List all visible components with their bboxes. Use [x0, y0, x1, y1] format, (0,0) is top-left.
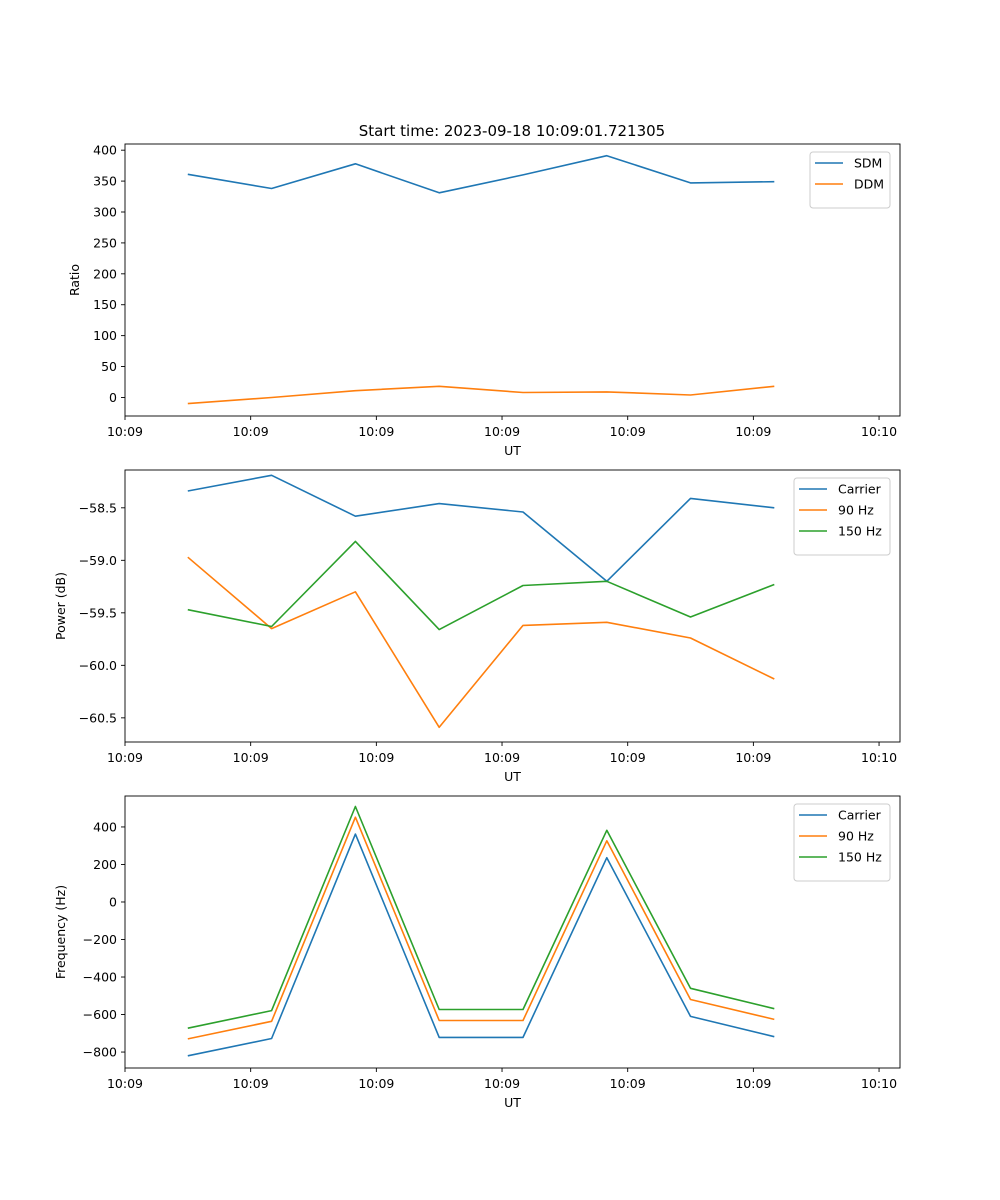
plot-area: [124, 143, 901, 417]
series-line-90-hz: [187, 816, 775, 1040]
y-tick-label: 200: [93, 857, 117, 872]
series-line-sdm: [187, 154, 775, 194]
x-tick-label: 10:09: [233, 424, 269, 439]
x-tick-label: 10:09: [358, 424, 394, 439]
x-tick-label: 10:09: [610, 424, 646, 439]
x-tick-label: 10:09: [233, 1076, 269, 1091]
y-tick-label: −600: [83, 1007, 117, 1022]
y-tick-label: 250: [93, 235, 117, 250]
x-tick-label: 10:09: [233, 750, 269, 765]
plot-area: [124, 795, 901, 1069]
legend-label: 90 Hz: [838, 503, 874, 518]
legend: [809, 151, 891, 209]
y-tick-label: 0: [109, 390, 117, 405]
x-tick-label: 10:09: [107, 424, 143, 439]
y-tick-label: 400: [93, 143, 117, 158]
x-tick-label: 10:10: [861, 750, 897, 765]
legend-label: 150 Hz: [838, 524, 882, 539]
y-tick-label: 50: [101, 359, 117, 374]
x-tick-label: 10:09: [735, 1076, 771, 1091]
x-tick-label: 10:09: [107, 750, 143, 765]
x-tick-label: 10:09: [735, 750, 771, 765]
x-tick-label: 10:09: [358, 750, 394, 765]
series-line-ddm: [187, 385, 775, 405]
legend-label: DDM: [854, 177, 884, 192]
series-line-carrier: [187, 474, 775, 583]
legend: [793, 803, 891, 882]
x-tick-label: 10:09: [735, 424, 771, 439]
figure-title: Start time: 2023-09-18 10:09:01.721305: [359, 122, 665, 140]
y-axis-label: Power (dB): [53, 572, 68, 640]
y-tick-label: 0: [109, 894, 117, 909]
series-line-carrier: [187, 833, 775, 1057]
y-tick-label: −400: [83, 970, 117, 985]
y-tick-label: −200: [83, 932, 117, 947]
y-tick-label: −59.0: [79, 553, 117, 568]
x-tick-label: 10:10: [861, 424, 897, 439]
x-axis-label: UT: [504, 1095, 521, 1110]
y-tick-label: −800: [83, 1045, 117, 1060]
legend-label: Carrier: [838, 482, 882, 497]
legend-label: 90 Hz: [838, 829, 874, 844]
plot-area: [124, 469, 901, 743]
x-tick-label: 10:09: [107, 1076, 143, 1091]
y-tick-label: 300: [93, 205, 117, 220]
x-tick-label: 10:09: [484, 750, 520, 765]
y-tick-label: 100: [93, 328, 117, 343]
legend-label: 150 Hz: [838, 850, 882, 865]
y-tick-label: −58.5: [79, 500, 117, 515]
x-tick-label: 10:09: [358, 1076, 394, 1091]
y-tick-label: 200: [93, 266, 117, 281]
series-line-90-hz: [187, 556, 775, 729]
series-line-150-hz: [187, 805, 775, 1029]
ratio-panel: 10:09 10:09 10:09 10:09 10:09 10:09 10:10 0 50 10…: [67, 143, 901, 458]
x-tick-label: 10:09: [484, 1076, 520, 1091]
y-tick-label: 400: [93, 819, 117, 834]
x-tick-label: 10:10: [861, 1076, 897, 1091]
y-tick-label: 350: [93, 174, 117, 189]
legend-label: Carrier: [838, 808, 882, 823]
y-tick-label: −60.5: [79, 710, 117, 725]
y-tick-label: −60.0: [79, 658, 117, 673]
legend: [793, 477, 891, 556]
y-axis-label: Ratio: [67, 264, 82, 296]
x-tick-label: 10:09: [610, 750, 646, 765]
legend-label: SDM: [854, 156, 882, 171]
x-axis-label: UT: [504, 443, 521, 458]
x-tick-label: 10:09: [484, 424, 520, 439]
frequency-panel: 10:09 10:09 10:09 10:09 10:09 10:09 10:10 400 20…: [53, 795, 901, 1110]
series-line-150-hz: [187, 540, 775, 631]
y-tick-label: 150: [93, 297, 117, 312]
power-panel: 10:09 10:09 10:09 10:09 10:09 10:09 10:10 −58.5…: [53, 469, 901, 784]
x-tick-label: 10:09: [610, 1076, 646, 1091]
x-axis-label: UT: [504, 769, 521, 784]
y-axis-label: Frequency (Hz): [53, 885, 68, 979]
y-tick-label: −59.5: [79, 605, 117, 620]
